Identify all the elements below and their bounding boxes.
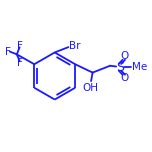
Text: Br: Br [69,41,81,51]
Text: O: O [120,73,129,83]
Text: F: F [17,58,22,68]
Text: Me: Me [132,62,147,72]
Text: F: F [17,41,22,50]
Text: O: O [120,51,129,61]
Text: OH: OH [82,83,98,93]
Text: S: S [116,61,124,74]
Text: F: F [5,47,11,57]
